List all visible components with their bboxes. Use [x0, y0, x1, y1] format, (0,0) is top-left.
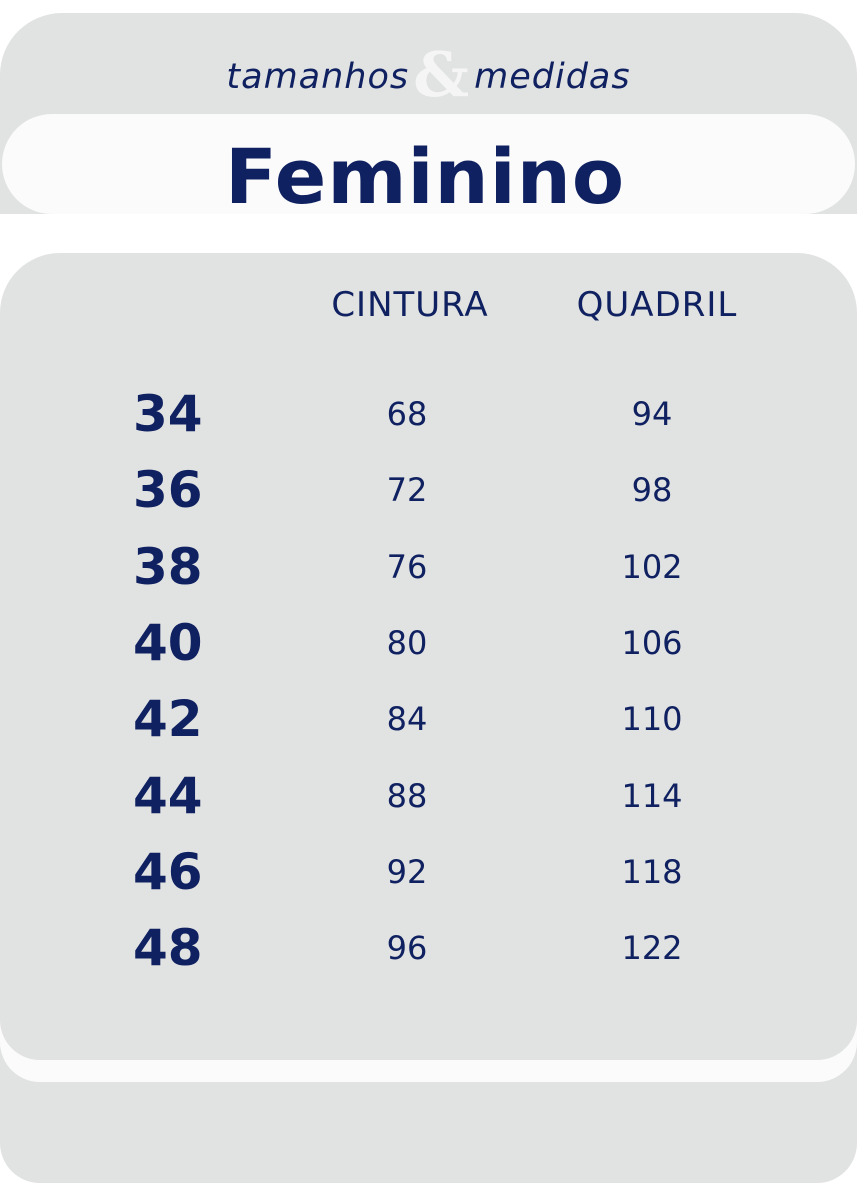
subtitle: tamanhos& medidas — [0, 38, 857, 111]
cintura-value: 96 — [386, 929, 428, 968]
table-row: 38 76 102 — [0, 538, 857, 614]
table-row: 36 72 98 — [0, 461, 857, 537]
title-band — [2, 114, 855, 214]
table-row: 34 68 94 — [0, 385, 857, 461]
size-table-card — [0, 253, 857, 1060]
column-header-quadril: QUADRIL — [576, 285, 738, 325]
subtitle-left: tamanhos — [226, 57, 410, 97]
size-label: 46 — [133, 842, 203, 901]
quadril-value: 98 — [631, 471, 673, 510]
quadril-value: 106 — [621, 623, 683, 662]
size-label: 40 — [133, 613, 203, 672]
table-row: 44 88 114 — [0, 767, 857, 843]
size-label: 42 — [133, 690, 203, 749]
divider-gap — [0, 214, 857, 253]
cintura-value: 68 — [386, 395, 428, 433]
size-label: 48 — [133, 919, 203, 978]
cintura-value: 80 — [386, 623, 428, 662]
quadril-value: 110 — [621, 700, 683, 739]
cintura-value: 76 — [386, 547, 428, 586]
quadril-value: 122 — [621, 929, 683, 968]
quadril-value: 102 — [621, 547, 683, 586]
table-row: 46 92 118 — [0, 843, 857, 919]
cintura-value: 72 — [386, 471, 428, 510]
quadril-value: 114 — [621, 776, 683, 815]
page-title: Feminino — [224, 132, 626, 221]
quadril-value: 118 — [621, 852, 683, 891]
size-label: 38 — [133, 537, 203, 596]
table-row: 40 80 106 — [0, 614, 857, 690]
size-label: 34 — [133, 385, 203, 443]
cintura-value: 92 — [386, 852, 428, 891]
cintura-value: 88 — [386, 776, 428, 815]
table-row: 42 84 110 — [0, 690, 857, 766]
cintura-value: 84 — [386, 700, 428, 739]
size-label: 44 — [133, 766, 203, 825]
table-row: 48 96 122 — [0, 919, 857, 995]
size-label: 36 — [133, 461, 203, 520]
ampersand-logo: & — [413, 38, 471, 111]
quadril-value: 94 — [631, 395, 673, 433]
subtitle-right: medidas — [474, 57, 631, 97]
column-header-cintura: CINTURA — [331, 285, 489, 325]
